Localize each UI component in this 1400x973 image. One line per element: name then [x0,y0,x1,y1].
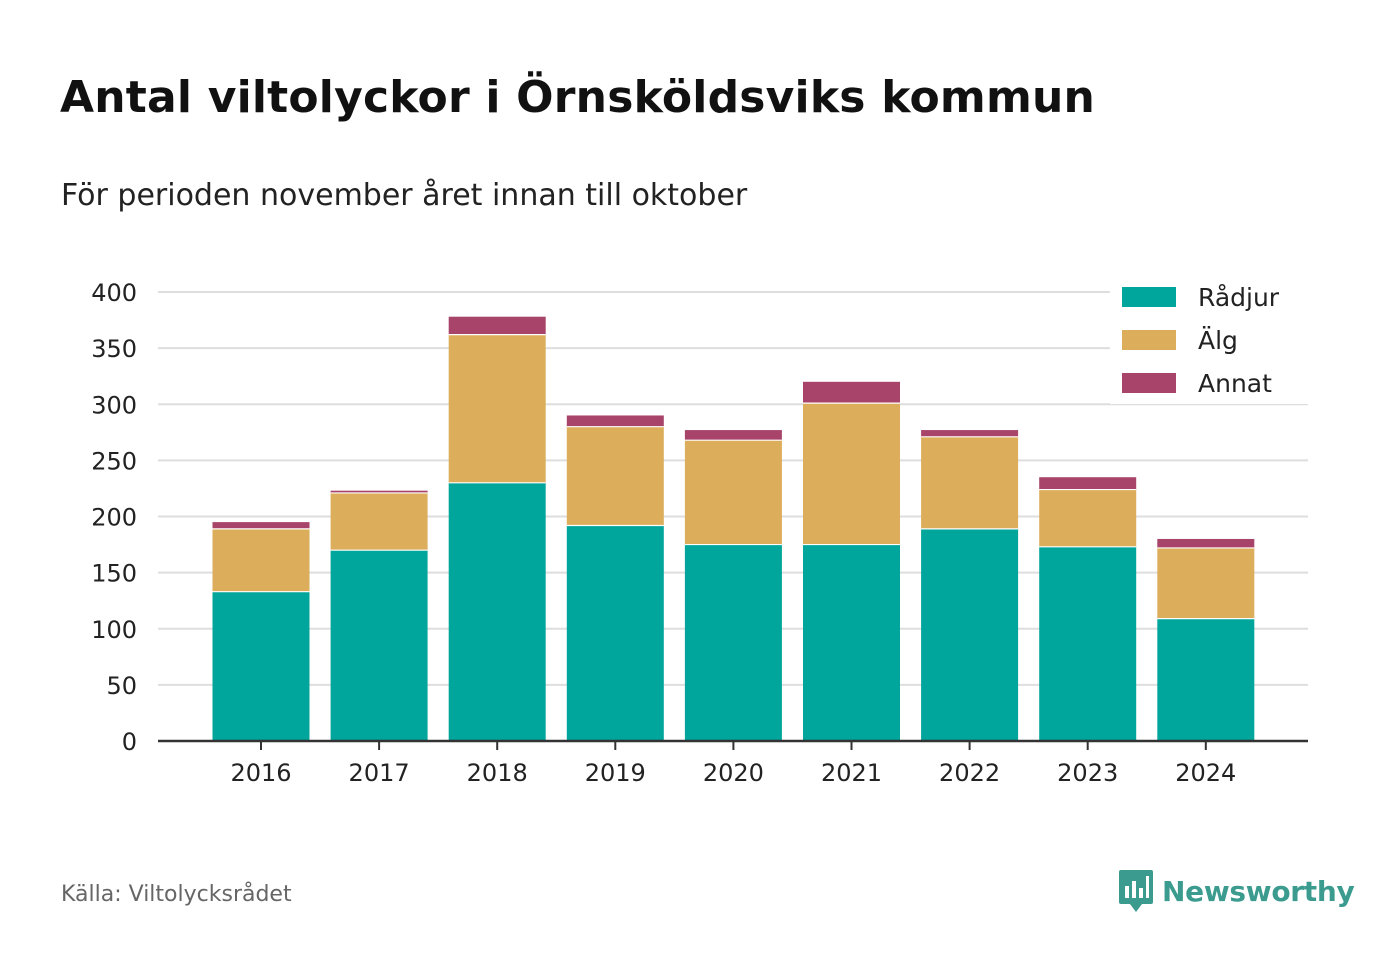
newsworthy-logo-icon [1119,870,1153,912]
legend-item: Rådjur [1122,282,1279,312]
x-tick-label: 2017 [349,759,410,787]
bar-segment [1039,546,1137,741]
y-tick-label: 400 [91,279,137,307]
bar-segment [684,440,782,545]
legend-label: Annat [1198,368,1272,398]
legend-item: Annat [1122,368,1272,398]
chart-subtitle: För perioden november året innan till ok… [61,178,748,213]
x-tick-label: 2018 [467,759,528,787]
y-tick-label: 350 [91,335,137,363]
chart-title: Antal viltolyckor i Örnsköldsviks kommun [60,72,1096,123]
bar-segment [803,381,900,404]
x-axis: 2016 2017 2018 2019 2020 2021 2022 2023 2024 [158,739,1308,787]
bar-segment [330,492,428,551]
bars [212,316,1255,741]
brand-name: Newsworthy [1162,874,1355,908]
y-tick-label: 250 [91,447,137,475]
bar-segment [330,550,428,741]
x-tick-label: 2021 [821,759,882,787]
bar-segment [212,528,310,592]
bar-segment [684,544,782,741]
bar-segment [1039,477,1137,490]
bar-segment [1157,618,1255,741]
y-tick-label: 50 [106,672,137,700]
x-tick-label: 2023 [1057,759,1118,787]
y-tick-label: 100 [91,616,137,644]
legend-swatch [1122,287,1176,307]
bar-segment [330,490,428,493]
y-axis-ticks: 0 50 100 150 200 250 300 350 400 [91,279,137,756]
x-tick-label: 2022 [939,759,1000,787]
bar-segment [803,403,900,545]
bar-segment [212,522,310,529]
bar-segment [448,334,546,483]
bar-segment [684,430,782,441]
bar-segment [448,316,546,335]
bar-segment [921,528,1019,741]
x-tick-label: 2024 [1175,759,1236,787]
x-tick-label: 2020 [703,759,764,787]
x-tick-label: 2016 [230,759,291,787]
legend-label: Rådjur [1198,282,1280,312]
y-tick-label: 150 [91,560,137,588]
bar-segment [448,482,546,741]
brand-logo: Newsworthy [1118,866,1355,916]
bar-segment [566,415,664,427]
legend-swatch [1122,373,1176,393]
bar-segment [566,426,664,526]
legend-label: Älg [1198,325,1238,355]
bar-segment [566,525,664,741]
bar-segment [921,430,1019,437]
bar-segment [1157,547,1255,619]
bar-segment [212,591,310,741]
legend-item: Älg [1122,325,1238,355]
bar-segment [1039,489,1137,547]
bar-segment [921,436,1019,529]
legend: Rådjur Älg Annat [1110,274,1308,404]
y-tick-label: 0 [122,728,137,756]
legend-swatch [1122,330,1176,350]
y-tick-label: 200 [91,504,137,532]
y-tick-label: 300 [91,391,137,419]
source-note: Källa: Viltolycksrådet [61,882,292,907]
x-tick-label: 2019 [585,759,646,787]
bar-segment [1157,538,1255,548]
bar-segment [803,544,900,741]
